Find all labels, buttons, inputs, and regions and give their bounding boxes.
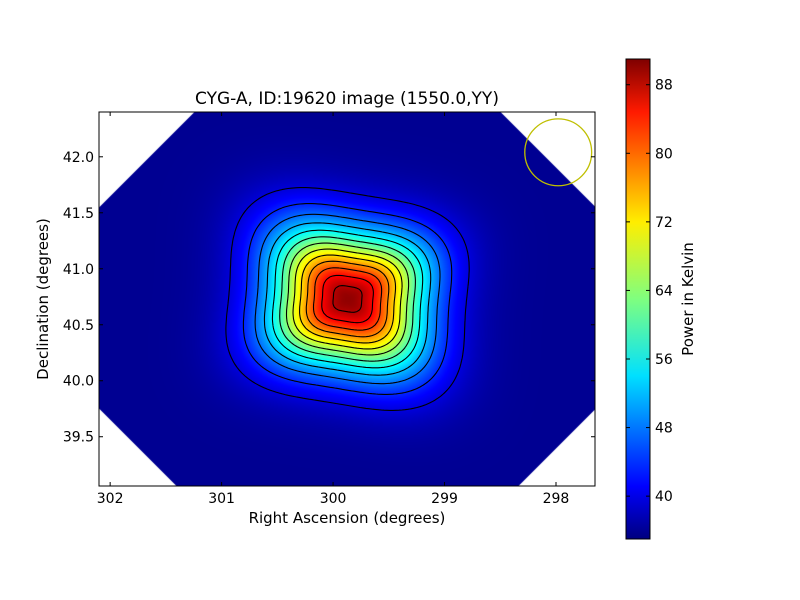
y-tick-label: 41.5 (63, 206, 94, 222)
contour-level-line (242, 203, 453, 395)
y-axis-ticks: 39.5 40.0 40.5 41.0 41.5 42.0 (63, 150, 595, 446)
y-axis-label: Declination (degrees) (34, 218, 52, 380)
colorbar: 40 48 56 64 72 80 88 Power in Kelvin (625, 58, 697, 540)
x-tick-label: 302 (97, 491, 124, 507)
plot-area (99, 112, 595, 486)
plot-frame (98, 111, 596, 487)
x-axis-ticks: 302 301 300 299 298 (97, 112, 570, 507)
beam-circle (524, 118, 593, 187)
colorbar-gradient (625, 58, 651, 540)
contour-level-line (299, 254, 397, 344)
colorbar-tick-label: 56 (655, 352, 673, 368)
heatmap-image (99, 112, 595, 486)
y-tick-label: 40.5 (63, 318, 94, 334)
contour-level-line (285, 242, 410, 356)
contour-level-line (332, 285, 363, 313)
x-tick-label: 299 (431, 491, 458, 507)
colorbar-ticks: 40 48 56 64 72 80 88 (626, 78, 673, 505)
y-tick-label: 40.0 (63, 374, 94, 390)
contour-level-line (305, 260, 390, 338)
contour-level-line (254, 213, 441, 385)
x-tick-label: 301 (208, 491, 235, 507)
contour-level-line (263, 222, 432, 376)
contour-level-line (271, 229, 424, 369)
colorbar-tick-label: 80 (655, 146, 673, 162)
colorbar-tick-label: 40 (655, 489, 673, 505)
colorbar-tick-label: 48 (655, 421, 673, 437)
contour-level-line (321, 274, 374, 324)
contour-level-line (312, 267, 383, 331)
colorbar-label: Power in Kelvin (679, 242, 697, 356)
colorbar-tick-label: 88 (655, 78, 673, 94)
contour-level-line (225, 187, 470, 411)
y-tick-label: 39.5 (63, 430, 94, 446)
y-tick-label: 41.0 (63, 262, 94, 278)
x-axis-label: Right Ascension (degrees) (249, 509, 446, 527)
colorbar-tick-label: 64 (655, 283, 673, 299)
y-tick-label: 42.0 (63, 150, 94, 166)
x-tick-label: 298 (543, 491, 570, 507)
colorbar-tick-label: 72 (655, 215, 673, 231)
contour-level-line (292, 248, 403, 350)
x-tick-label: 300 (320, 491, 347, 507)
contour-level-line (279, 236, 416, 362)
contour-lines (225, 187, 470, 411)
chart-title: CYG-A, ID:19620 image (1550.0,YY) (195, 89, 499, 109)
